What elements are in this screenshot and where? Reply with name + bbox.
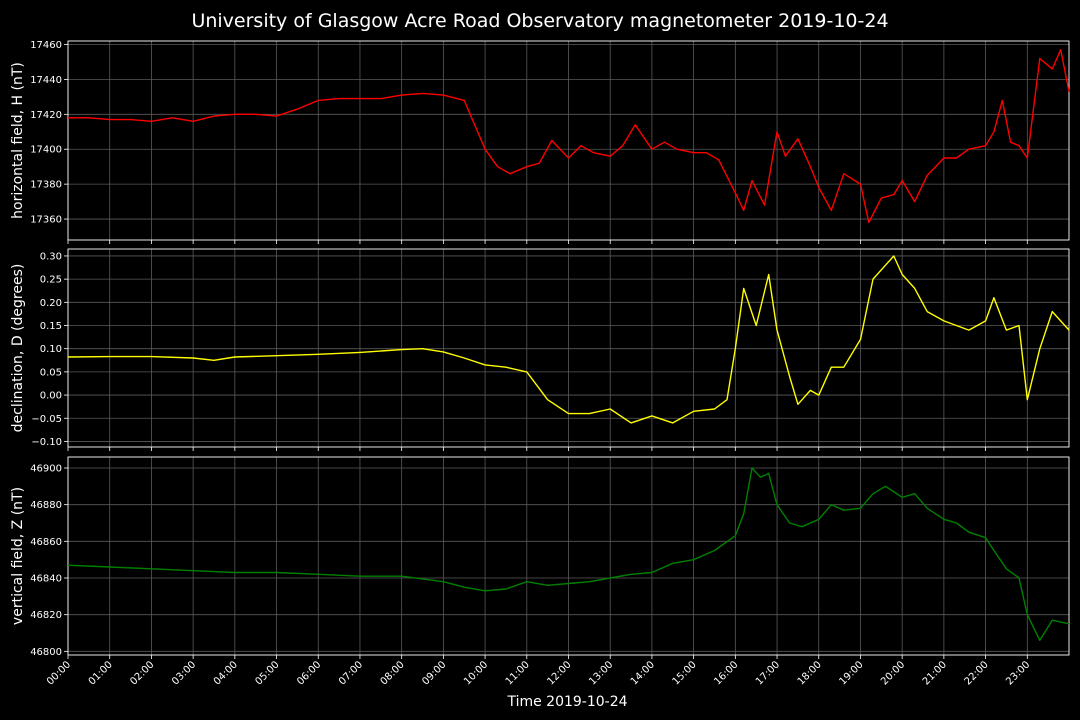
x-tick-label: 22:00 <box>963 659 991 687</box>
x-tick-label: 01:00 <box>87 659 115 687</box>
y-tick-label: 17440 <box>30 75 62 86</box>
x-tick-label: 19:00 <box>837 659 865 687</box>
y-tick-label: 46860 <box>30 537 62 548</box>
series-line-2 <box>67 255 1070 424</box>
axes-frame <box>67 248 1070 448</box>
y-tick-label: 46880 <box>30 500 62 511</box>
y-tick-label: 0.20 <box>40 298 62 309</box>
x-tick-label: 13:00 <box>587 659 615 687</box>
x-tick-label: 15:00 <box>671 659 699 687</box>
series-line-3 <box>67 467 1070 641</box>
x-axis-label: Time 2019-10-24 <box>506 694 627 710</box>
y-tick-label: 0.05 <box>40 367 62 378</box>
series-line-1 <box>68 49 1070 224</box>
y-tick-label: 46820 <box>30 610 62 621</box>
y-tick-label: −0.10 <box>31 437 62 448</box>
y-tick-label: −0.05 <box>31 414 62 425</box>
y-axis-label: horizontal field, H (nT) <box>10 62 26 219</box>
y-tick-label: 46900 <box>30 464 62 475</box>
axes-frame <box>67 40 1070 241</box>
x-tick-label: 14:00 <box>629 659 657 687</box>
y-axis-label: declination, D (degrees) <box>10 264 26 433</box>
x-tick-label: 21:00 <box>921 659 949 687</box>
x-tick-label: 02:00 <box>128 659 156 687</box>
y-tick-label: 17360 <box>30 215 62 226</box>
x-tick-label: 20:00 <box>879 659 907 687</box>
x-tick-label: 16:00 <box>712 659 740 687</box>
y-tick-label: 17460 <box>30 40 62 51</box>
y-tick-label: 0.30 <box>40 251 62 262</box>
x-tick-label: 18:00 <box>796 659 824 687</box>
y-axis-label: vertical field, Z (nT) <box>10 487 26 625</box>
x-tick-label: 00:00 <box>45 659 73 687</box>
chart-title: University of Glasgow Acre Road Observat… <box>191 10 889 32</box>
y-tick-label: 46840 <box>30 574 62 585</box>
y-tick-label: 0.25 <box>40 275 62 286</box>
x-tick-label: 08:00 <box>379 659 407 687</box>
y-tick-label: 0.10 <box>40 344 62 355</box>
x-tick-label: 07:00 <box>337 659 365 687</box>
y-tick-label: 0.00 <box>40 391 62 402</box>
x-tick-label: 12:00 <box>545 659 573 687</box>
x-tick-label: 09:00 <box>420 659 448 687</box>
y-tick-label: 46800 <box>30 647 62 658</box>
y-tick-label: 17420 <box>30 110 62 121</box>
x-tick-label: 23:00 <box>1004 659 1032 687</box>
x-tick-label: 11:00 <box>504 659 532 687</box>
y-tick-label: 0.15 <box>40 321 62 332</box>
y-tick-label: 17400 <box>30 145 62 156</box>
x-tick-label: 05:00 <box>254 659 282 687</box>
x-tick-label: 10:00 <box>462 659 490 687</box>
axes-frame <box>67 456 1070 656</box>
x-tick-label: 03:00 <box>170 659 198 687</box>
y-tick-label: 17380 <box>30 180 62 191</box>
x-tick-label: 04:00 <box>212 659 240 687</box>
x-tick-label: 06:00 <box>295 659 323 687</box>
x-tick-label: 17:00 <box>754 659 782 687</box>
